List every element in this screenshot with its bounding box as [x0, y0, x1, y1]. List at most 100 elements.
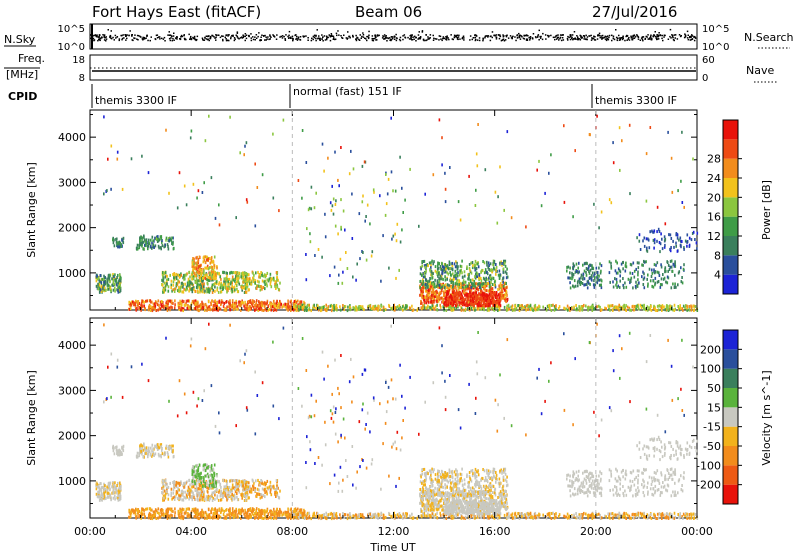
power-cell	[147, 247, 149, 251]
power-cell	[268, 277, 271, 281]
power-cell	[185, 288, 187, 292]
power-cell	[255, 301, 257, 304]
nsky-point	[296, 35, 298, 38]
nsky-point	[217, 34, 219, 36]
nsky-point	[671, 34, 674, 37]
velocity-cell	[118, 492, 120, 496]
power-cell	[442, 277, 444, 281]
power-cell	[470, 294, 472, 298]
power-cell	[655, 263, 657, 267]
power-cell	[187, 299, 189, 303]
power-cell	[673, 264, 676, 268]
power-cell	[600, 283, 602, 287]
power-cell	[206, 290, 208, 294]
power-cell	[237, 276, 239, 280]
nsky-point	[98, 38, 100, 40]
power-cell	[141, 244, 143, 248]
power-cell	[647, 238, 650, 242]
power-cell	[572, 273, 575, 277]
power-cell	[486, 272, 489, 276]
nsky-point	[159, 38, 161, 40]
power-cell	[306, 227, 308, 231]
power-cell	[352, 275, 354, 279]
power-cell	[204, 139, 207, 143]
power-cell	[369, 222, 371, 226]
power-cell	[118, 278, 121, 282]
nsky-point	[368, 30, 370, 33]
power-cell	[429, 296, 431, 300]
power-cell	[547, 304, 550, 308]
velocity-cell	[120, 484, 122, 488]
nsky-point	[250, 37, 252, 39]
power-cell	[169, 238, 172, 242]
power-cell	[480, 302, 483, 306]
power-cell	[652, 285, 655, 289]
nsky-point	[491, 36, 493, 39]
power-cell	[110, 144, 113, 148]
power-cell	[262, 309, 265, 312]
power-cell	[261, 274, 263, 278]
power-cell	[165, 300, 168, 304]
power-cell	[161, 239, 163, 242]
power-cell	[205, 287, 208, 291]
power-cell	[495, 272, 497, 276]
nsky-point	[540, 35, 542, 38]
nsky-point	[673, 34, 676, 36]
power-cell	[675, 241, 677, 245]
power-cell	[600, 264, 603, 268]
power-cell	[444, 263, 447, 267]
power-cell	[243, 271, 246, 275]
power-cell	[145, 241, 147, 245]
power-cell	[647, 273, 649, 277]
nsky-point	[432, 39, 435, 41]
nsky-point	[167, 34, 169, 36]
velocity-cell	[100, 492, 103, 496]
power-cell	[670, 156, 673, 160]
power-cell	[649, 307, 651, 311]
power-cell	[491, 287, 494, 291]
power-cell	[419, 272, 422, 276]
power-cell	[260, 285, 262, 288]
power-cell	[636, 283, 638, 287]
power-cell	[504, 264, 507, 268]
power-cell	[663, 245, 666, 249]
power-cell	[452, 283, 455, 287]
nsky-point	[419, 38, 421, 40]
power-cell	[197, 289, 199, 293]
power-cell	[166, 280, 168, 284]
nsky-point	[658, 34, 660, 36]
power-cell	[664, 243, 666, 247]
power-cell	[583, 277, 586, 281]
nsky-point	[264, 39, 266, 41]
nsky-point	[125, 35, 127, 37]
power-cell	[145, 238, 148, 242]
nsky-point	[121, 37, 124, 40]
nsky-point	[669, 35, 671, 38]
nsky-point	[412, 36, 414, 39]
nsky-point	[519, 34, 522, 37]
power-cell	[696, 231, 699, 235]
power-cell	[136, 306, 138, 310]
power-cell	[217, 290, 220, 294]
nsky-point	[390, 38, 393, 41]
power-cell	[261, 279, 264, 283]
power-cell	[111, 283, 113, 287]
power-cell	[500, 286, 503, 290]
power-cell	[501, 284, 503, 287]
power-cell	[507, 303, 510, 307]
power-cell	[157, 244, 160, 248]
power-cell	[192, 182, 195, 186]
power-cell	[195, 277, 198, 281]
nsky-point	[632, 35, 634, 38]
power-cell	[96, 277, 99, 281]
power-cell	[636, 261, 639, 265]
power-cell	[350, 149, 352, 153]
power-cell	[474, 308, 476, 312]
power-cell	[431, 295, 434, 299]
power-cell	[267, 304, 270, 308]
power-cell	[502, 270, 505, 274]
power-cell	[324, 235, 327, 239]
power-cell	[198, 255, 201, 259]
power-cell	[191, 262, 194, 266]
